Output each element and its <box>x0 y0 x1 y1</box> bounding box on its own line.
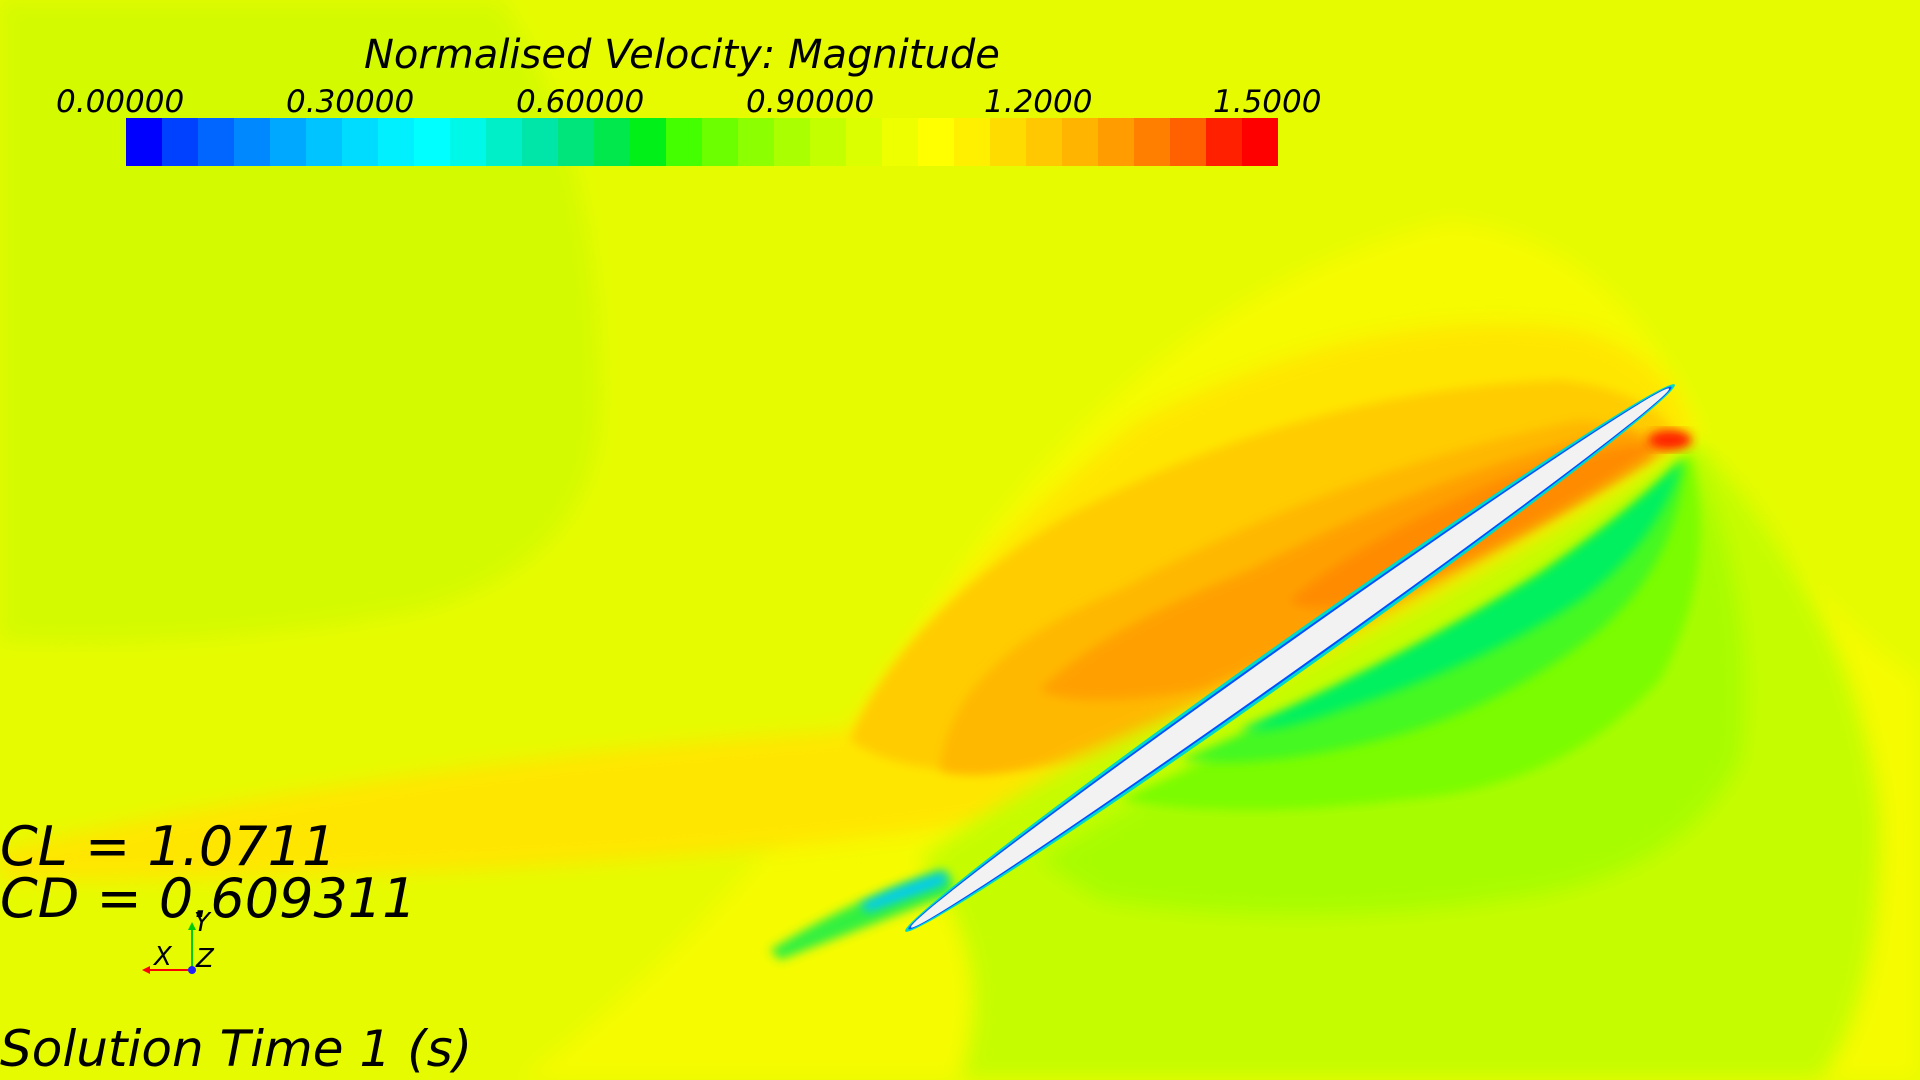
color-scale-swatch <box>342 118 378 166</box>
color-scale-swatch <box>1170 118 1206 166</box>
color-scale-swatch <box>1134 118 1170 166</box>
color-scale-swatch <box>1206 118 1242 166</box>
x-axis-arrowhead <box>142 966 150 974</box>
legend-tick-label: 0.60000 <box>516 84 645 120</box>
color-scale-swatch <box>666 118 702 166</box>
color-scale-swatch <box>702 118 738 166</box>
color-scale-swatch <box>414 118 450 166</box>
color-scale-swatch <box>234 118 270 166</box>
color-scale-swatch <box>198 118 234 166</box>
legend-tick-labels: 0.00000 0.30000 0.60000 0.90000 1.2000 1… <box>0 84 1920 124</box>
color-scale-swatch <box>450 118 486 166</box>
color-scale-swatch <box>990 118 1026 166</box>
axis-triad: Y X Z <box>140 910 220 982</box>
color-scale-swatch <box>1242 118 1278 166</box>
airfoil-body <box>910 388 1670 928</box>
solution-time-label: Solution Time 1 (s) <box>0 1020 473 1078</box>
legend-tick-label: 1.5000 <box>1213 84 1322 120</box>
color-scale-swatch <box>378 118 414 166</box>
legend-tick-label: 1.2000 <box>984 84 1093 120</box>
color-scale-bar <box>126 118 1278 166</box>
color-scale-swatch <box>522 118 558 166</box>
tip-high-speed <box>1648 430 1692 450</box>
color-scale-swatch <box>918 118 954 166</box>
color-scale-swatch <box>270 118 306 166</box>
legend-title: Normalised Velocity: Magnitude <box>364 32 1000 78</box>
color-scale-swatch <box>126 118 162 166</box>
color-scale-swatch <box>594 118 630 166</box>
color-scale-swatch <box>1026 118 1062 166</box>
color-scale-swatch <box>810 118 846 166</box>
legend-tick-label: 0.00000 <box>56 84 185 120</box>
legend-tick-label: 0.90000 <box>746 84 875 120</box>
legend-tick-label: 0.30000 <box>286 84 415 120</box>
y-axis-arrowhead <box>188 922 196 930</box>
x-axis-label: X <box>154 942 172 972</box>
color-scale-swatch <box>486 118 522 166</box>
color-scale-swatch <box>738 118 774 166</box>
color-scale-swatch <box>1062 118 1098 166</box>
color-scale-swatch <box>1098 118 1134 166</box>
color-scale-swatch <box>306 118 342 166</box>
color-scale-swatch <box>882 118 918 166</box>
axis-triad-graphic <box>142 922 196 974</box>
wake-streak-core <box>860 872 947 912</box>
color-scale-swatch <box>162 118 198 166</box>
lift-coefficient-label: CL = 1.0711 <box>0 815 337 878</box>
pressure-band-3 <box>1120 455 1700 810</box>
z-axis-label: Z <box>196 944 214 974</box>
z-axis-dot <box>188 966 196 974</box>
drag-coefficient-label: CD = 0.609311 <box>0 867 417 930</box>
color-scale-swatch <box>774 118 810 166</box>
y-axis-label: Y <box>194 908 210 938</box>
color-scale-swatch <box>630 118 666 166</box>
color-scale-swatch <box>954 118 990 166</box>
color-scale-swatch <box>846 118 882 166</box>
pressure-band-4 <box>1180 458 1685 763</box>
color-scale-swatch <box>558 118 594 166</box>
